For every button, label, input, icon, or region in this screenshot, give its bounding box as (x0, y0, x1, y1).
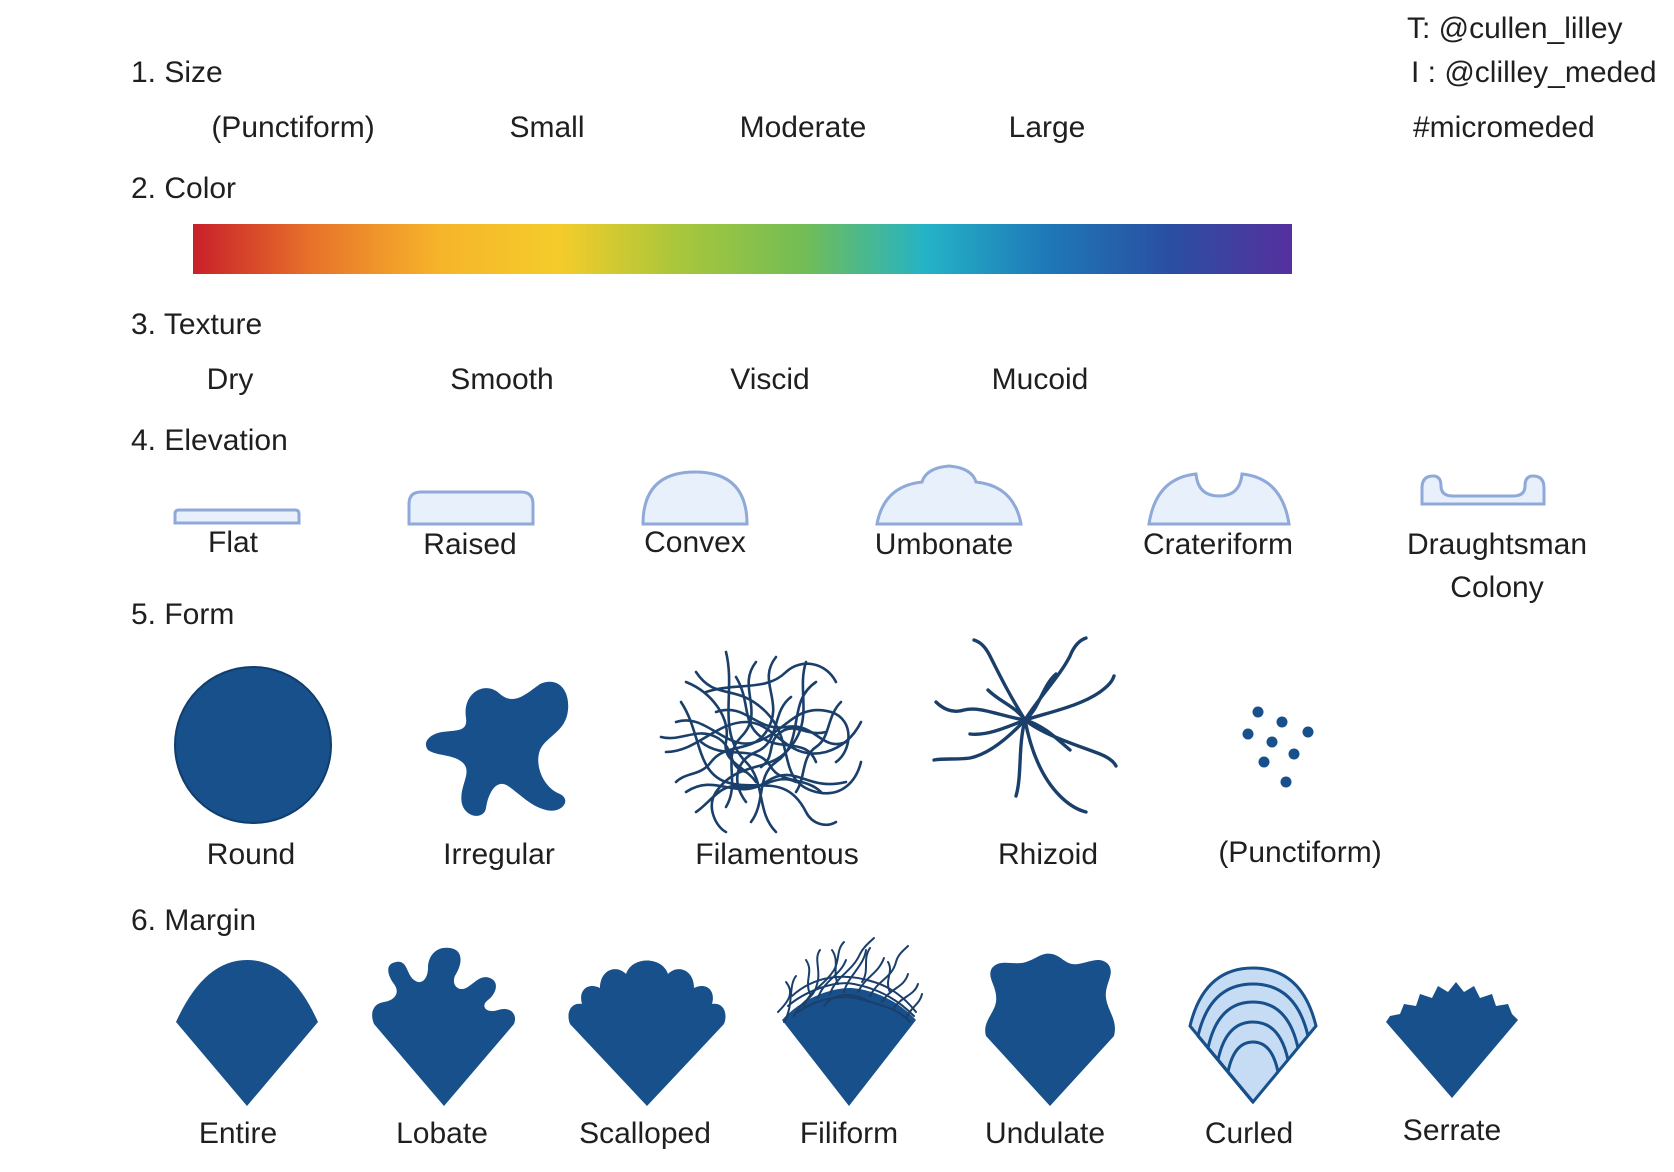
margin-entire-label: Entire (198, 1117, 278, 1150)
elevation-convex-label: Convex (644, 526, 746, 559)
raised-elevation-icon (407, 490, 535, 526)
undulate-margin-icon (985, 953, 1115, 1106)
round-form-icon (174, 666, 332, 824)
color-heading: 2. Color (131, 172, 237, 205)
scalloped-margin-icon (568, 960, 726, 1106)
rhizoid-form-icon (932, 636, 1118, 814)
elevation-draughtsman-label: Draughtsman (1406, 528, 1588, 561)
margin-curled-label: Curled (1204, 1117, 1294, 1150)
texture-viscid-label: Viscid (730, 363, 810, 396)
lobate-margin-icon (372, 947, 516, 1106)
entire-margin-icon (176, 960, 318, 1106)
form-punctiform-label: (Punctiform) (1218, 836, 1382, 869)
elevation-draughtsman-label-line2: Colony (1450, 571, 1544, 604)
margin-lobate-label: Lobate (396, 1117, 488, 1150)
margin-serrate-label: Serrate (1402, 1114, 1502, 1147)
serrate-margin-icon (1386, 982, 1518, 1098)
form-round-label: Round (206, 838, 296, 871)
twitter-handle: T: @cullen_lilley (1407, 12, 1623, 45)
texture-dry-label: Dry (206, 363, 254, 396)
irregular-form-icon (425, 681, 569, 816)
size-small-label: Small (509, 111, 585, 144)
form-heading: 5. Form (131, 598, 235, 631)
curled-margin-icon (1188, 966, 1318, 1104)
elevation-raised-label: Raised (423, 528, 517, 561)
convex-elevation-icon (641, 470, 749, 526)
size-punctiform-label: (Punctiform) (211, 111, 375, 144)
margin-filiform-label: Filiform (799, 1117, 899, 1150)
filiform-margin-icon (777, 937, 923, 1106)
margin-scalloped-label: Scalloped (579, 1117, 711, 1150)
draughtsman-elevation-icon (1420, 474, 1546, 506)
form-filamentous-label: Filamentous (695, 838, 859, 871)
elevation-umbonate-label: Umbonate (874, 528, 1014, 561)
hashtag: #micromeded (1413, 111, 1595, 144)
texture-smooth-label: Smooth (450, 363, 554, 396)
umbonate-elevation-icon (875, 464, 1023, 526)
form-irregular-label: Irregular (443, 838, 555, 871)
texture-mucoid-label: Mucoid (991, 363, 1089, 396)
size-heading: 1. Size (131, 56, 223, 89)
margin-undulate-label: Undulate (984, 1117, 1106, 1150)
elevation-crateriform-label: Crateriform (1142, 528, 1294, 561)
size-large-label: Large (1008, 111, 1086, 144)
filamentous-form-icon (659, 650, 863, 834)
crateriform-elevation-icon (1147, 472, 1291, 526)
form-rhizoid-label: Rhizoid (997, 838, 1099, 871)
punctiform-form-icon (1242, 706, 1314, 788)
margin-heading: 6. Margin (131, 904, 257, 937)
elevation-flat-label: Flat (207, 526, 259, 559)
color-gradient-bar (193, 224, 1292, 274)
texture-heading: 3. Texture (131, 308, 263, 341)
size-moderate-label: Moderate (739, 111, 867, 144)
elevation-heading: 4. Elevation (131, 424, 288, 457)
instagram-handle: I : @clilley_meded (1411, 56, 1657, 89)
flat-elevation-icon (173, 508, 301, 525)
